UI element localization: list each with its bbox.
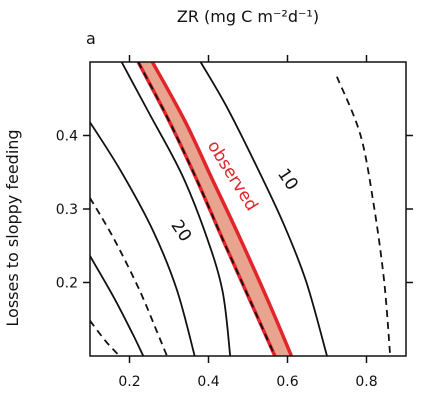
contour-line-1 [90,320,121,356]
contour-line-8 [336,76,392,356]
y-axis-title: Losses to sloppy feeding [3,129,22,326]
contour-label-background [276,169,299,190]
contour-line-2 [90,255,145,356]
observed-band-edges-layer [136,62,294,356]
contour-label-10: 10 [273,165,302,194]
observed-band-lower-edge [136,62,277,356]
contour-lines-layer [90,62,392,356]
x-tick-label: 0.4 [197,374,219,390]
panel-label: a [86,29,96,48]
contour-line-5 [120,62,232,356]
x-tick-label: 0.8 [355,374,377,390]
contour-label-20: 20 [167,216,196,245]
y-tick-label: 0.3 [56,202,78,218]
x-axis-title: ZR (mg C m⁻²d⁻¹) [177,7,319,26]
contour-line-4 [90,121,196,356]
observed-band-upper-edge [150,62,294,356]
contour-line-3 [90,197,168,356]
x-tick-label: 0.2 [118,374,140,390]
y-tick-label: 0.4 [56,129,78,145]
y-tick-label: 0.2 [56,276,78,292]
axis-ticks: 0.2 0.4 0.6 0.8 0.2 0.3 0.4 [56,55,413,390]
contour-line-7 [199,62,328,356]
contour-label-background [169,221,192,242]
x-tick-label: 0.6 [276,374,298,390]
observed-band-lower-contour [137,62,276,356]
